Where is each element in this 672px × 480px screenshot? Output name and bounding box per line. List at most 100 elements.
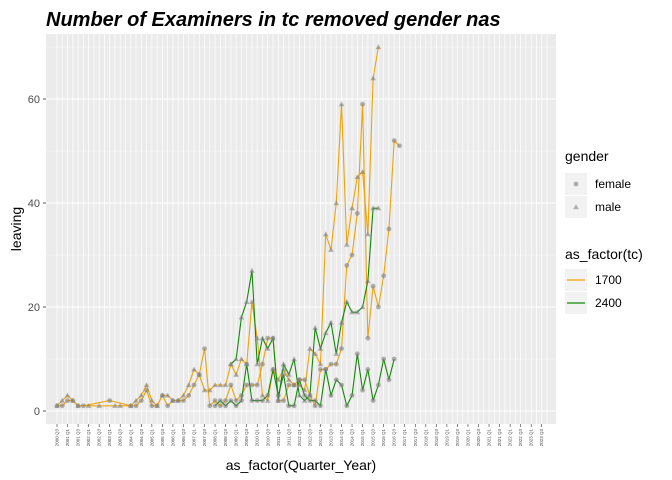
- data-point: [375, 304, 381, 310]
- data-point: [80, 403, 86, 409]
- data-point: [133, 397, 139, 403]
- x-tick-label: 2010 Q1: [255, 429, 260, 447]
- data-point: [254, 382, 260, 388]
- x-tick-label: 2016 Q3: [392, 429, 397, 447]
- data-point: [244, 361, 250, 367]
- data-point: [202, 346, 207, 351]
- x-tick-label: 2023 Q3: [539, 429, 544, 447]
- data-point: [365, 231, 371, 237]
- data-point: [344, 403, 350, 409]
- data-point: [328, 361, 334, 367]
- data-point: [375, 382, 381, 388]
- legend-label-1700: 1700: [595, 273, 622, 287]
- x-tick-label: 2001 Q3: [76, 429, 81, 447]
- x-tick-label: 2003 Q1: [107, 429, 112, 447]
- x-tick-label: 2021 Q3: [497, 429, 502, 447]
- data-point: [280, 366, 287, 372]
- data-point: [265, 335, 271, 341]
- x-tick-label: 2002 Q3: [97, 429, 102, 447]
- data-point: [307, 345, 313, 351]
- data-point: [233, 356, 239, 362]
- data-point: [217, 403, 223, 409]
- x-tick-label: 2011 Q1: [276, 429, 281, 446]
- data-point: [85, 403, 92, 408]
- data-point: [207, 403, 213, 409]
- data-point: [312, 398, 318, 403]
- data-point: [233, 398, 239, 403]
- data-point: [275, 393, 281, 398]
- x-tick-label: 2008 Q3: [223, 429, 228, 447]
- data-point: [317, 361, 324, 367]
- data-point: [70, 397, 76, 403]
- y-tick-label: 20: [28, 302, 40, 314]
- x-tick-label: 2005 Q1: [149, 429, 154, 447]
- y-tick-label: 60: [28, 94, 40, 106]
- data-point: [312, 351, 318, 356]
- data-point: [343, 241, 350, 247]
- data-point: [339, 346, 344, 351]
- data-point: [333, 377, 339, 383]
- data-point: [318, 367, 323, 372]
- data-point: [254, 335, 261, 341]
- x-tick-label: 2015 Q3: [371, 429, 376, 447]
- data-point: [339, 382, 344, 388]
- data-point: [375, 205, 382, 211]
- data-point: [127, 403, 134, 408]
- data-point: [238, 356, 245, 362]
- data-point: [338, 101, 345, 107]
- chart-title: Number of Examiners in tc removed gender…: [46, 9, 501, 31]
- legend: gender female male as_factor(tc) 1700 2400: [565, 148, 643, 314]
- data-point: [270, 335, 276, 341]
- data-point: [265, 393, 271, 398]
- data-point: [343, 299, 350, 304]
- y-tick-label: 40: [28, 198, 40, 210]
- data-point: [191, 366, 197, 372]
- data-point: [302, 377, 308, 383]
- data-point: [318, 403, 323, 409]
- data-point: [354, 351, 360, 357]
- x-tick-label: 2015 Q1: [360, 429, 365, 447]
- x-tick-label: 2019 Q1: [444, 429, 449, 447]
- data-point: [349, 205, 355, 211]
- data-point: [144, 387, 149, 393]
- data-point: [244, 382, 250, 388]
- data-point: [397, 143, 402, 149]
- x-tick-label: 2000 Q3: [55, 429, 60, 447]
- data-point: [344, 263, 350, 268]
- x-tick-label: 2004 Q3: [139, 429, 144, 447]
- data-point: [254, 361, 261, 367]
- x-tick-label: 2012 Q3: [307, 429, 312, 447]
- data-point: [286, 403, 292, 409]
- data-point: [323, 367, 329, 372]
- data-point: [59, 397, 66, 403]
- x-tick-label: 2010 Q3: [265, 429, 270, 447]
- x-tick-label: 2016 Q1: [381, 429, 386, 447]
- data-point: [281, 372, 286, 377]
- data-point: [264, 345, 271, 351]
- data-point: [317, 345, 324, 351]
- data-point: [386, 377, 392, 383]
- data-point: [286, 371, 292, 377]
- data-point: [249, 398, 255, 403]
- data-point: [264, 397, 271, 403]
- data-point: [354, 174, 361, 180]
- data-point: [149, 403, 155, 409]
- data-point: [275, 377, 282, 382]
- data-point: [223, 398, 229, 403]
- x-tick-label: 2009 Q1: [234, 429, 239, 447]
- data-point: [381, 273, 387, 279]
- y-tick-label: 0: [34, 406, 40, 418]
- data-point: [301, 397, 308, 403]
- data-point: [260, 361, 265, 367]
- y-axis-title: leaving: [8, 207, 24, 251]
- x-tick-label: 2019 Q3: [455, 429, 460, 447]
- legend-label-male: male: [595, 200, 621, 214]
- data-point: [75, 403, 81, 408]
- data-point: [286, 377, 292, 382]
- data-point: [254, 398, 260, 403]
- x-tick-label: 2018 Q1: [423, 429, 428, 447]
- data-point: [191, 382, 197, 388]
- x-axis-title: as_factor(Quarter_Year): [226, 457, 376, 473]
- data-point: [354, 211, 360, 216]
- data-point: [280, 361, 287, 367]
